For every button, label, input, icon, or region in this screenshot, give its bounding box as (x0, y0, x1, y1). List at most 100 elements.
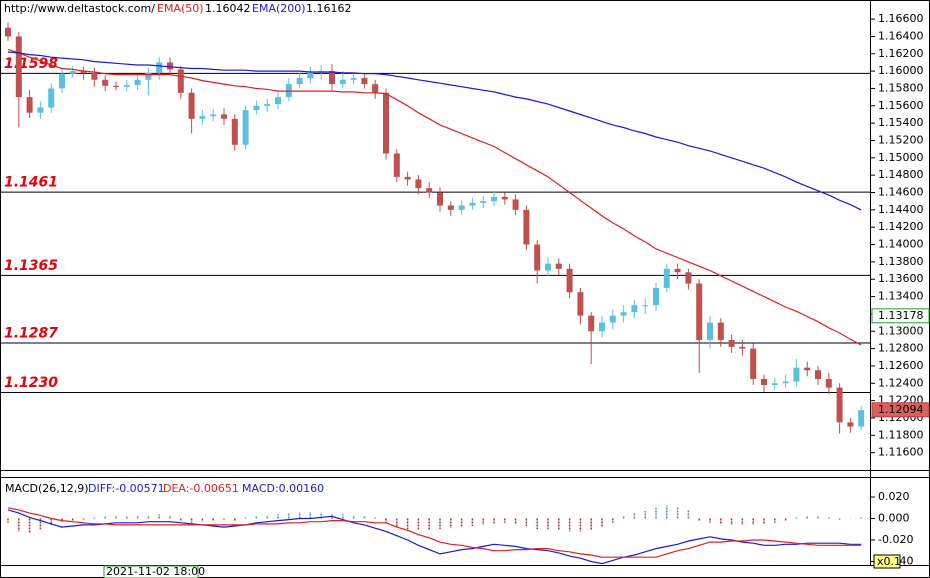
legend-value: 1.16162 (306, 2, 352, 15)
legend-label: DEA:-0.00651 (163, 482, 239, 495)
source-url: http://www.deltastock.com/ (4, 2, 155, 15)
y-tick-label: 1.11800 (878, 428, 924, 441)
y-tick-label: 1.15200 (878, 133, 924, 146)
y-tick-label: 1.16000 (878, 64, 924, 77)
candle-body (113, 85, 119, 87)
candle-body (491, 196, 497, 202)
candle-body (534, 244, 541, 271)
candle-body (825, 378, 832, 388)
candle-body (393, 153, 400, 177)
candle-body (793, 367, 800, 382)
y-tick-label: 1.12400 (878, 376, 924, 389)
candle-body (642, 305, 649, 307)
level-label: 1.1461 (4, 175, 58, 191)
candle-body (588, 315, 595, 332)
candle-body (307, 72, 314, 79)
candle-body (782, 381, 789, 384)
y-tick-label: 1.11600 (878, 446, 924, 459)
y-tick-label: 0.020 (878, 490, 910, 503)
candle-body (242, 110, 249, 145)
candle-body (264, 104, 271, 106)
indicator-title: MACD(26,12,9) (5, 482, 89, 495)
y-tick-label: 1.12600 (878, 359, 924, 372)
macd-line (7, 509, 862, 565)
legend-label: MACD:0.00160 (242, 482, 324, 495)
candle-body (156, 62, 163, 73)
candle-body (80, 71, 87, 73)
candle-body (609, 315, 616, 323)
candle-body (123, 84, 130, 87)
y-tick-label: 1.16200 (878, 47, 924, 60)
ema-line (7, 51, 862, 211)
y-tick-label: 1.12800 (878, 342, 924, 355)
candle-body (653, 287, 659, 306)
candle-body (134, 79, 141, 85)
candle-body (804, 367, 811, 371)
candle-body (415, 179, 422, 189)
candle-body (836, 387, 843, 423)
y-tick-label: 1.16600 (878, 12, 924, 25)
candle-body (253, 105, 260, 111)
candle-body (437, 192, 443, 206)
time-box (103, 565, 199, 578)
y-tick-label: -0.020 (878, 533, 913, 546)
scale-box (873, 554, 901, 569)
candle-body (37, 107, 44, 113)
candle-body (372, 84, 379, 93)
candle-body (145, 72, 152, 80)
candle-body (674, 268, 681, 273)
legend-value: 1.16042 (205, 2, 251, 15)
y-tick-label: 1.13000 (878, 324, 924, 337)
candle-body (728, 339, 735, 347)
candle-body (383, 92, 389, 154)
candle-body (210, 114, 217, 117)
candle-body (577, 292, 584, 316)
candle-body (620, 312, 627, 316)
candle-body (275, 97, 281, 105)
candle-body (707, 322, 713, 340)
candle-body (566, 268, 573, 293)
candle-body (858, 410, 865, 427)
candle-body (815, 370, 821, 379)
y-tick-label: 1.14000 (878, 238, 924, 251)
level-label: 1.1365 (4, 258, 58, 274)
y-tick-label: 1.15400 (878, 116, 924, 129)
candle-body (685, 272, 692, 284)
candle-body (771, 383, 778, 386)
candle-body (5, 27, 11, 37)
candle-body (26, 97, 33, 113)
candle-body (231, 118, 238, 145)
candle-body (631, 305, 638, 313)
y-tick-label: 1.15800 (878, 81, 924, 94)
candle-body (404, 176, 411, 180)
candle-body (663, 268, 670, 288)
y-tick-label: 1.13400 (878, 290, 924, 303)
candle-body (717, 322, 724, 340)
y-tick-label: 1.14400 (878, 203, 924, 216)
candle-body (750, 348, 757, 379)
price-tag-label: 1.12094 (878, 403, 924, 416)
candle-body (739, 346, 746, 349)
y-tick-label: 1.13800 (878, 255, 924, 268)
candle-body (69, 71, 76, 74)
level-label: 1.1287 (4, 326, 58, 342)
level-label: 1.1230 (4, 375, 58, 391)
y-tick-label: 1.16400 (878, 29, 924, 42)
price-tag-box (871, 308, 930, 324)
y-tick-label: 1.13600 (878, 272, 924, 285)
candle-body (188, 92, 195, 119)
candle-body (48, 88, 55, 108)
candle-body (480, 201, 487, 203)
candle-body (91, 72, 98, 80)
candle-body (177, 69, 184, 93)
candle-body (426, 188, 433, 193)
candle-body (469, 202, 476, 206)
price-tag-label: 1.13178 (878, 309, 924, 322)
legend-label: DIFF:-0.00571 (88, 482, 165, 495)
y-tick-label: 1.14600 (878, 186, 924, 199)
y-tick-label: 1.14800 (878, 168, 924, 181)
ema-line (7, 48, 862, 346)
